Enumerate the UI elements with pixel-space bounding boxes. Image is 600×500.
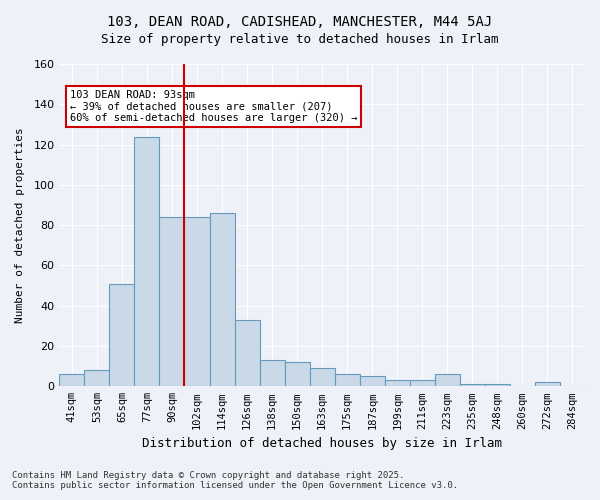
Text: Contains HM Land Registry data © Crown copyright and database right 2025.
Contai: Contains HM Land Registry data © Crown c… xyxy=(12,470,458,490)
Bar xyxy=(209,213,235,386)
X-axis label: Distribution of detached houses by size in Irlam: Distribution of detached houses by size … xyxy=(142,437,502,450)
Y-axis label: Number of detached properties: Number of detached properties xyxy=(15,128,25,323)
Bar xyxy=(160,217,184,386)
Bar xyxy=(184,217,209,386)
Bar xyxy=(109,284,134,387)
Text: 103 DEAN ROAD: 93sqm
← 39% of detached houses are smaller (207)
60% of semi-deta: 103 DEAN ROAD: 93sqm ← 39% of detached h… xyxy=(70,90,358,123)
Bar xyxy=(410,380,435,386)
Bar xyxy=(535,382,560,386)
Bar xyxy=(335,374,360,386)
Bar xyxy=(485,384,510,386)
Bar xyxy=(284,362,310,386)
Bar xyxy=(59,374,85,386)
Bar xyxy=(235,320,260,386)
Bar xyxy=(134,136,160,386)
Bar xyxy=(435,374,460,386)
Text: Size of property relative to detached houses in Irlam: Size of property relative to detached ho… xyxy=(101,32,499,46)
Bar xyxy=(460,384,485,386)
Text: 103, DEAN ROAD, CADISHEAD, MANCHESTER, M44 5AJ: 103, DEAN ROAD, CADISHEAD, MANCHESTER, M… xyxy=(107,15,493,29)
Bar xyxy=(360,376,385,386)
Bar xyxy=(85,370,109,386)
Bar xyxy=(310,368,335,386)
Bar xyxy=(260,360,284,386)
Bar xyxy=(385,380,410,386)
